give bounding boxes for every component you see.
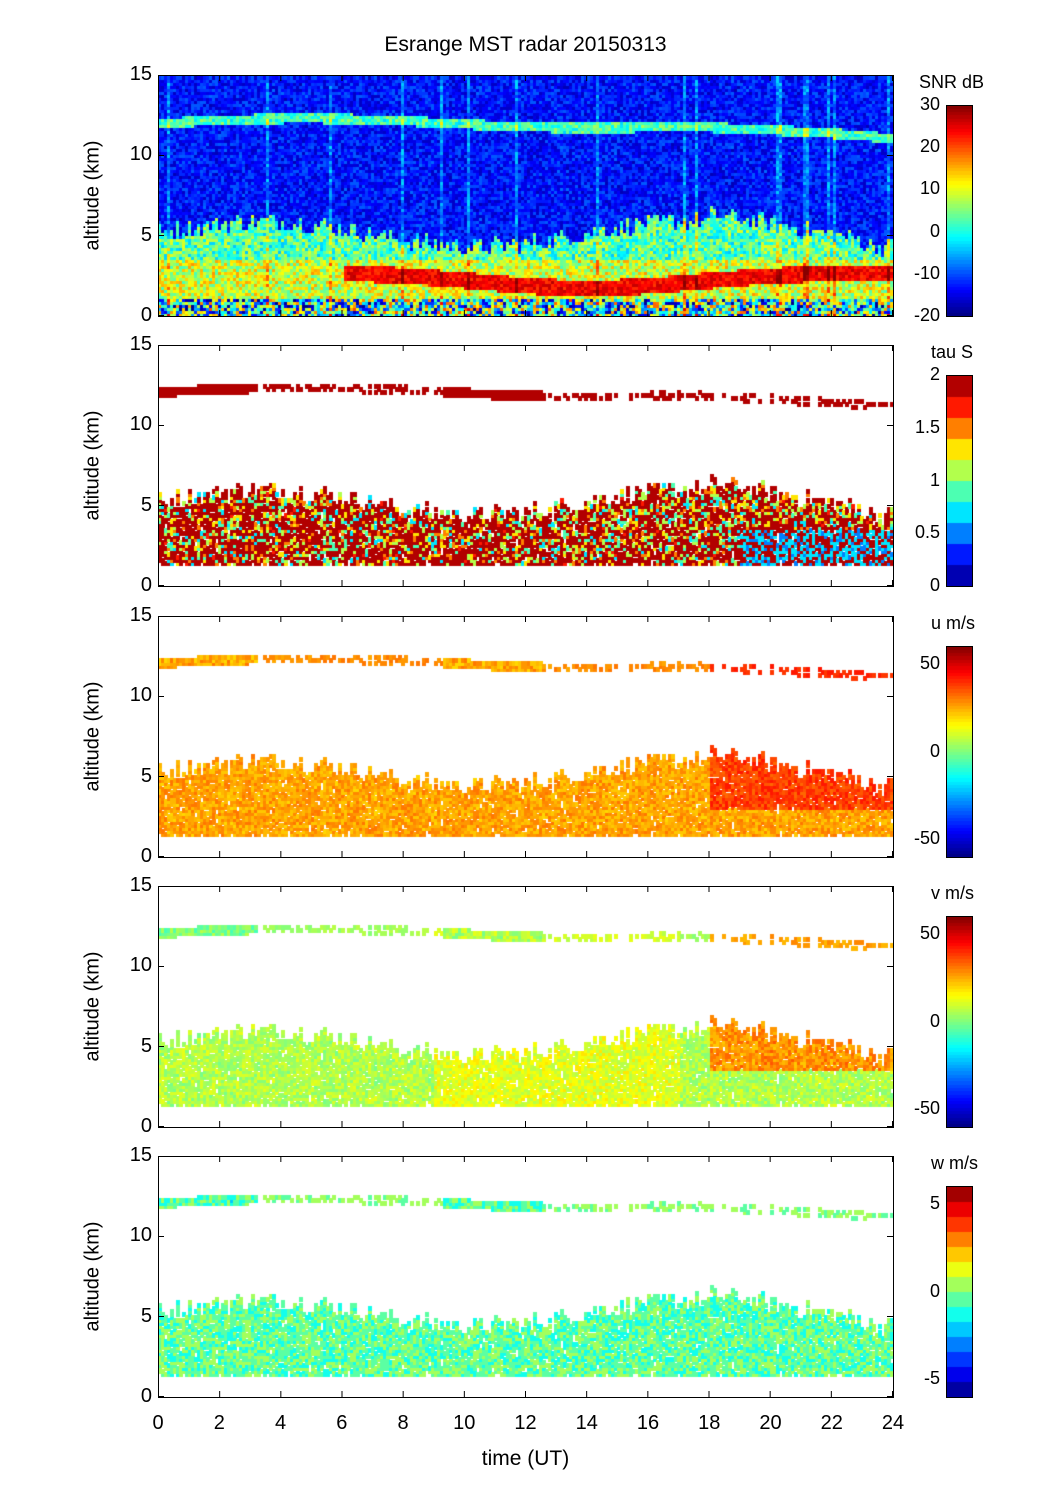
y-tick-label: 5	[140, 764, 152, 787]
y-tick-label: 15	[129, 1144, 152, 1166]
colorbar-frame	[946, 375, 973, 587]
axis-ticks	[158, 616, 893, 857]
colorbar-tick-label: -5	[923, 1368, 940, 1389]
heatmap-v	[158, 886, 893, 1127]
x-tick-label: 10	[453, 1412, 476, 1434]
panel-snr	[158, 75, 894, 317]
colorbar-tick-label: 1	[929, 469, 940, 490]
axis-ticks	[158, 886, 893, 1127]
heatmap-snr	[158, 75, 893, 316]
colorbar-tick-label: 0	[929, 1280, 940, 1301]
y-tick-label: 5	[140, 1304, 152, 1327]
colorbar-gradient	[946, 916, 972, 1127]
axis-ticks	[158, 345, 893, 586]
y-tick-label: 15	[129, 63, 152, 85]
panel-v	[158, 886, 894, 1128]
y-axis-label: altitude (km)	[81, 1220, 104, 1332]
colorbar-w	[946, 1186, 973, 1398]
panel-w	[158, 1156, 894, 1398]
colorbar-snr	[946, 105, 973, 317]
x-tick-label: 20	[759, 1412, 782, 1434]
colorbar-frame	[946, 916, 973, 1128]
colorbar-tick-label: -20	[913, 305, 940, 325]
colorbar-tick-label: -50	[913, 1098, 940, 1119]
colorbar-tick-label: 10	[919, 178, 940, 199]
axis-ticks	[158, 1156, 893, 1397]
y-tick-label: 10	[129, 684, 152, 707]
y-tick-label: 15	[129, 333, 152, 355]
colorbar-tick-label: 50	[919, 922, 940, 943]
y-tick-label: 15	[129, 874, 152, 896]
colorbar-gradient	[946, 105, 972, 316]
colorbar-tick-label: 0	[929, 220, 940, 241]
colorbar-tick-label: 0.5	[914, 522, 940, 543]
y-tick-label: 5	[140, 223, 152, 246]
y-axis-label: altitude (km)	[81, 950, 104, 1062]
heatmap-w	[158, 1156, 893, 1397]
x-tick-label: 2	[213, 1412, 225, 1434]
panel-tau	[158, 345, 894, 587]
colorbar-gradient	[946, 646, 972, 857]
colorbar-frame	[946, 1186, 973, 1398]
colorbar-tick-label: 0	[929, 1010, 940, 1031]
colorbar-label: v m/s	[931, 883, 974, 903]
colorbar-gradient	[946, 375, 972, 586]
chart-title: Esrange MST radar 20150313	[384, 33, 667, 56]
x-tick-label: 12	[514, 1412, 537, 1434]
colorbar-frame	[946, 646, 973, 858]
colorbar-tick-label: 0	[929, 575, 940, 595]
x-tick-label: 24	[881, 1412, 905, 1434]
axis-ticks	[158, 75, 893, 316]
colorbar-v	[946, 916, 973, 1128]
y-tick-label: 10	[129, 143, 152, 166]
panel-u	[158, 616, 894, 858]
colorbar-tick-label: 5	[929, 1192, 940, 1213]
x-tick-label: 18	[698, 1412, 721, 1434]
y-tick-label: 0	[140, 574, 152, 596]
y-tick-label: 5	[140, 493, 152, 516]
y-tick-label: 0	[140, 1115, 152, 1137]
x-tick-label: 16	[636, 1412, 660, 1434]
y-axis-label: altitude (km)	[81, 409, 104, 521]
x-tick-label: 22	[820, 1412, 843, 1434]
y-tick-label: 0	[140, 1385, 152, 1407]
colorbar-tick-label: -50	[913, 828, 940, 849]
colorbar-tick-label: 50	[919, 652, 940, 673]
y-axis-label: altitude (km)	[81, 139, 104, 251]
x-tick-label: 14	[575, 1412, 598, 1434]
colorbar-tick-label: 1.5	[914, 416, 940, 437]
x-tick-label: 4	[274, 1412, 287, 1434]
colorbar-u	[946, 646, 973, 858]
colorbar-label: SNR dB	[919, 72, 985, 92]
colorbar-tick-label: 2	[929, 364, 940, 384]
x-tick-label: 0	[152, 1412, 164, 1434]
colorbar-tick-label: 30	[919, 94, 940, 114]
colorbar-label: tau S	[931, 342, 974, 362]
y-tick-label: 0	[140, 304, 152, 326]
colorbar-label: w m/s	[931, 1153, 978, 1173]
y-tick-label: 10	[129, 954, 152, 977]
x-axis-label: time (UT)	[481, 1447, 570, 1470]
y-tick-label: 5	[140, 1034, 152, 1057]
heatmap-tau	[158, 345, 893, 586]
colorbar-tau	[946, 375, 973, 587]
x-tick-label: 6	[336, 1412, 348, 1434]
y-axis-label: altitude (km)	[81, 680, 104, 792]
y-tick-label: 10	[129, 1224, 152, 1247]
colorbar-tick-label: 20	[919, 136, 940, 157]
heatmap-u	[158, 616, 893, 857]
colorbar-gradient	[946, 1186, 972, 1397]
colorbar-frame	[946, 105, 973, 317]
colorbar-label: u m/s	[931, 613, 976, 633]
colorbar-tick-label: 0	[929, 740, 940, 761]
y-tick-label: 15	[129, 604, 152, 626]
y-tick-label: 10	[129, 413, 152, 436]
colorbar-tick-label: -10	[913, 262, 940, 283]
x-tick-label: 8	[397, 1412, 409, 1434]
y-tick-label: 0	[140, 845, 152, 867]
